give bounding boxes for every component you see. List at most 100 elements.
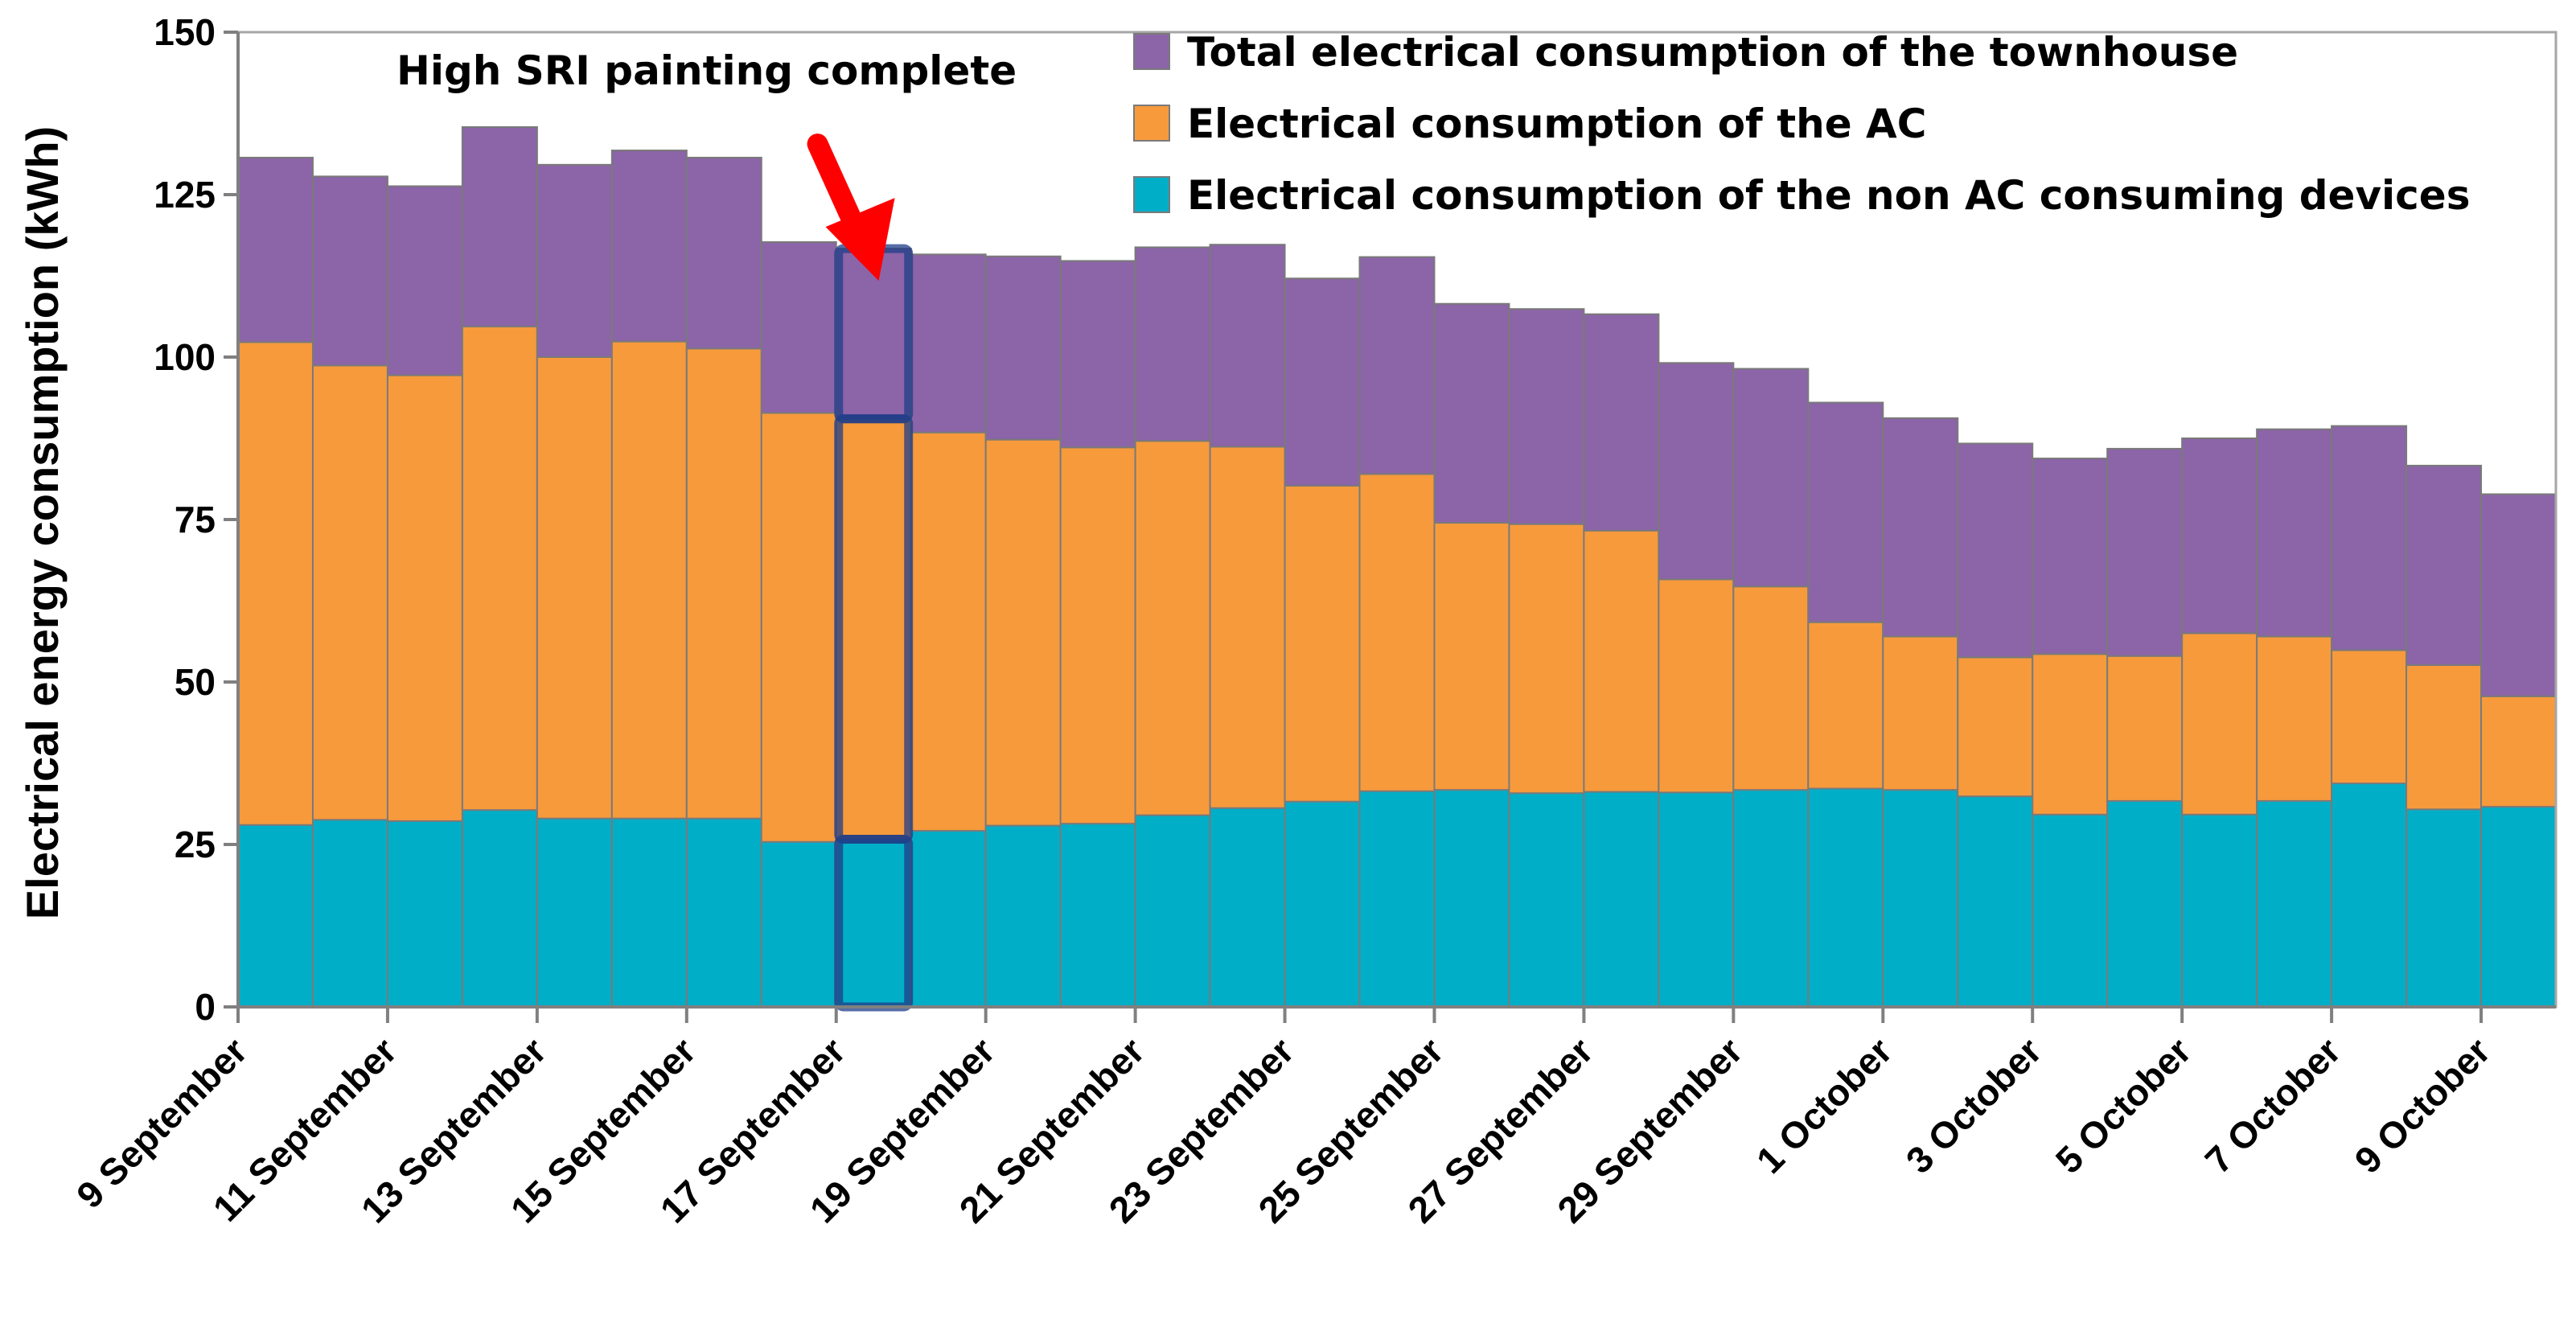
legend-swatch-non_ac (1133, 176, 1170, 213)
bar-ac-6 (610, 340, 688, 820)
legend-swatch-ac (1133, 105, 1170, 142)
bar-non_ac-26 (2106, 799, 2184, 1008)
bar-non_ac-8 (760, 840, 837, 1008)
bar-other-29 (2331, 425, 2408, 651)
bar-other-26 (2106, 447, 2184, 657)
y-tick-label-100: 100 (154, 336, 216, 378)
bar-other-7 (685, 156, 762, 350)
bar-non_ac-28 (2256, 799, 2333, 1008)
x-tick-label-14: 5 October (2048, 1029, 2200, 1181)
bar-non_ac-20 (1658, 791, 1735, 1008)
y-tick-label-25: 25 (175, 824, 216, 865)
bar-ac-25 (2032, 653, 2109, 816)
bar-other-5 (536, 163, 613, 358)
y-tick-label-75: 75 (175, 499, 216, 540)
bar-ac-28 (2256, 635, 2333, 802)
bar-non_ac-6 (610, 817, 688, 1008)
arrow-head (825, 198, 895, 281)
bar-ac-12 (1059, 446, 1136, 825)
bar-non_ac-29 (2331, 783, 2408, 1008)
bar-non_ac-9 (835, 838, 912, 1009)
bar-ac-16 (1358, 473, 1436, 792)
bar-other-27 (2181, 438, 2258, 635)
y-tick-label-0: 0 (195, 986, 216, 1028)
bar-non_ac-21 (1732, 789, 1810, 1008)
bar-ac-3 (386, 374, 463, 822)
bar-ac-11 (984, 438, 1062, 827)
bar-non_ac-7 (685, 817, 762, 1008)
x-tick-label-16: 9 October (2346, 1029, 2498, 1181)
bar-non_ac-11 (984, 824, 1062, 1008)
bar-ac-29 (2331, 649, 2408, 785)
bar-non_ac-22 (1807, 787, 1884, 1009)
bar-ac-8 (760, 412, 837, 843)
bar-ac-21 (1732, 585, 1810, 791)
bar-ac-17 (1433, 522, 1510, 791)
y-axis-title: Electrical energy consumption (kWh) (17, 126, 68, 919)
bar-other-8 (760, 240, 837, 414)
bar-ac-2 (311, 364, 388, 821)
bar-other-3 (386, 185, 463, 376)
bar-non_ac-17 (1433, 789, 1510, 1008)
bar-other-10 (910, 253, 987, 433)
bar-ac-18 (1508, 523, 1585, 795)
axes-layer (224, 31, 2558, 1023)
bar-ac-4 (461, 326, 538, 811)
bar-ac-24 (1957, 656, 2034, 798)
bar-other-15 (1284, 277, 1361, 487)
bar-other-13 (1134, 246, 1211, 442)
bar-non_ac-1 (237, 824, 314, 1009)
y-tick-label-50: 50 (175, 661, 216, 703)
bar-non_ac-27 (2181, 813, 2258, 1008)
bar-other-12 (1059, 260, 1136, 449)
bar-non_ac-30 (2405, 808, 2483, 1008)
x-tick-label-12: 1 October (1748, 1029, 1900, 1181)
bar-non_ac-19 (1583, 791, 1660, 1008)
bar-other-23 (1882, 417, 1959, 638)
bar-ac-7 (685, 347, 762, 820)
bar-other-17 (1433, 302, 1510, 524)
bar-non_ac-10 (910, 830, 987, 1008)
bar-ac-1 (237, 341, 314, 826)
bars-layer (237, 125, 2557, 1009)
bar-non_ac-31 (2480, 806, 2557, 1008)
annotation-text: High SRI painting complete (396, 47, 1017, 94)
bar-non_ac-14 (1209, 807, 1286, 1009)
bar-other-31 (2480, 493, 2557, 697)
y-tick-label-150: 150 (154, 11, 216, 53)
bar-non_ac-24 (1957, 795, 2034, 1008)
bar-other-30 (2405, 464, 2483, 666)
bar-other-19 (1583, 313, 1660, 532)
bar-other-11 (984, 255, 1062, 441)
legend: Total electrical consumption of the town… (1133, 29, 2470, 219)
bar-ac-26 (2106, 655, 2184, 802)
bar-other-18 (1508, 308, 1585, 525)
bar-ac-10 (910, 431, 987, 832)
bar-other-16 (1358, 256, 1436, 475)
bar-ac-14 (1209, 446, 1286, 809)
bar-other-6 (610, 150, 688, 343)
bar-ac-23 (1882, 635, 1959, 791)
bar-ac-19 (1583, 529, 1660, 793)
bar-non_ac-3 (386, 820, 463, 1008)
bar-non_ac-5 (536, 817, 613, 1008)
x-tick-label-13: 3 October (1898, 1029, 2050, 1181)
x-tick-label-15: 7 October (2197, 1029, 2349, 1181)
bar-ac-20 (1658, 578, 1735, 794)
bar-non_ac-18 (1508, 792, 1585, 1009)
bar-other-1 (237, 156, 314, 343)
bar-non_ac-12 (1059, 823, 1136, 1009)
bar-other-9 (835, 248, 912, 420)
bar-other-21 (1732, 368, 1810, 588)
bar-ac-13 (1134, 440, 1211, 816)
bar-ac-27 (2181, 632, 2258, 816)
bar-other-22 (1807, 401, 1884, 623)
bar-non_ac-2 (311, 819, 388, 1009)
bar-ac-5 (536, 356, 613, 820)
bar-other-25 (2032, 458, 2109, 655)
bar-ac-31 (2480, 695, 2557, 808)
bar-other-28 (2256, 428, 2333, 638)
legend-label-non_ac: Electrical consumption of the non AC con… (1187, 172, 2470, 219)
